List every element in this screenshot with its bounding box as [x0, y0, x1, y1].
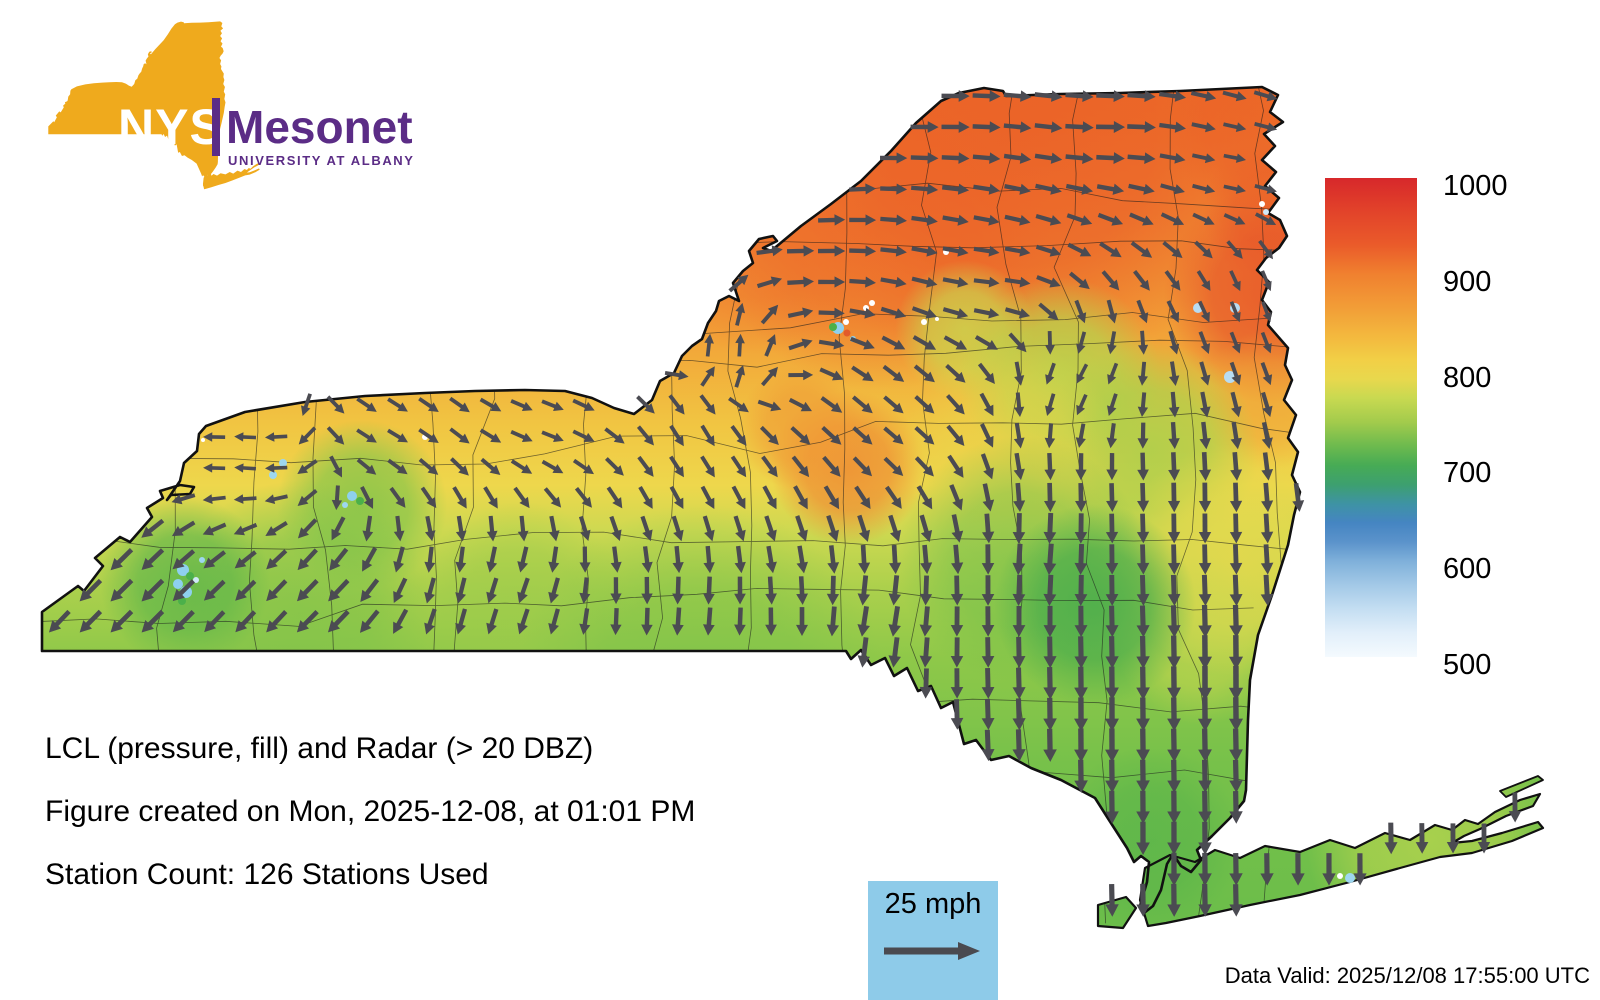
- colorbar-gradient: [1325, 178, 1417, 657]
- logo-divider-bar: [212, 98, 220, 156]
- wind-arrows-layer: [48, 90, 1522, 917]
- colorbar-tick-label: 800: [1443, 361, 1492, 394]
- colorbar-tick-label: 500: [1443, 649, 1492, 681]
- logo-org-short: NYS: [118, 99, 224, 155]
- state-outline: [40, 85, 1545, 930]
- wind-scale-arrow-icon: [884, 942, 980, 960]
- wind-scale-label: 25 mph: [884, 888, 982, 920]
- logo-org-subtitle: UNIVERSITY AT ALBANY: [228, 153, 415, 168]
- colorbar-tick-label: 600: [1443, 553, 1492, 586]
- ny-state-logo-shape: [48, 21, 260, 190]
- logo-org-name: Mesonet: [226, 101, 413, 153]
- figure-created-text: Figure created on Mon, 2025-12-08, at 01…: [45, 795, 696, 828]
- nys-mesonet-logo: NYS Mesonet UNIVERSITY AT ALBANY: [48, 20, 428, 200]
- data-valid-text: Data Valid: 2025/12/08 17:55:00 UTC: [1224, 963, 1590, 988]
- colorbar-tick-label: 1000: [1443, 170, 1508, 202]
- figure-title: LCL (pressure, fill) and Radar (> 20 DBZ…: [45, 732, 594, 765]
- station-count-text: Station Count: 126 Stations Used: [45, 858, 489, 891]
- colorbar-tick-label: 900: [1443, 265, 1492, 298]
- wind-scale-legend: 25 mph: [868, 881, 998, 1000]
- colorbar-tick-label: 700: [1443, 457, 1492, 490]
